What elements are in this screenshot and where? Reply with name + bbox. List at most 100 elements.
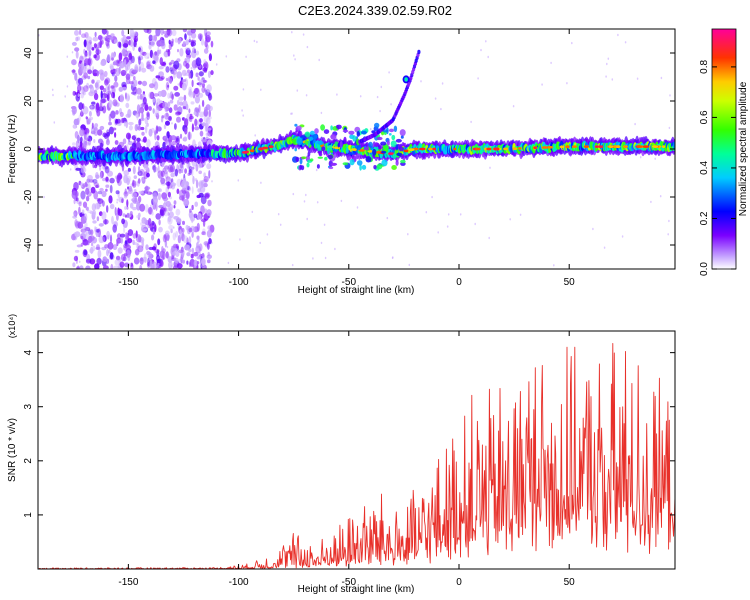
- noise-blob: [99, 142, 104, 148]
- noise-blob: [208, 94, 213, 101]
- noise-blob: [636, 77, 639, 80]
- noise-blob: [207, 225, 212, 230]
- noise-blob: [197, 213, 202, 220]
- snr-y-axis-label: SNR (10 * v/v): [7, 418, 18, 482]
- colorbar-tick-label: 0.2: [699, 211, 710, 225]
- noise-blob: [121, 86, 127, 91]
- noise-blob: [197, 76, 200, 81]
- noise-blob: [165, 251, 169, 259]
- noise-blob: [175, 250, 180, 257]
- noise-blob: [178, 96, 184, 101]
- noise-blob: [237, 179, 240, 182]
- noise-blob: [151, 234, 155, 241]
- noise-blob: [86, 42, 91, 52]
- x-tick-label: -100: [229, 577, 249, 588]
- noise-blob: [459, 213, 462, 216]
- noise-blob: [66, 55, 69, 58]
- noise-blob: [119, 94, 125, 103]
- noise-blob: [225, 55, 228, 58]
- disturbance-blob: [365, 156, 372, 163]
- noise-blob: [92, 36, 99, 42]
- noise-blob: [131, 79, 138, 87]
- noise-blob: [207, 70, 211, 79]
- snr-line-layer: [38, 343, 675, 569]
- noise-blob: [118, 52, 123, 61]
- noise-blob: [156, 259, 161, 263]
- noise-blob: [184, 127, 188, 135]
- noise-blob: [125, 232, 128, 241]
- noise-blob: [176, 178, 182, 188]
- noise-blob: [74, 219, 78, 227]
- band-peak: [533, 146, 537, 150]
- disturbance-blob: [314, 128, 319, 134]
- disturbance-blob: [359, 164, 362, 171]
- noise-blob: [196, 256, 202, 260]
- noise-blob: [136, 137, 141, 142]
- noise-blob: [182, 41, 186, 47]
- noise-blob: [480, 48, 482, 52]
- disturbance-blob: [317, 140, 324, 145]
- disturbance-blob: [317, 156, 323, 159]
- noise-blob: [566, 82, 568, 85]
- disturbance-blob: [352, 135, 357, 142]
- noise-blob: [114, 123, 117, 126]
- noise-blob: [100, 60, 106, 67]
- noise-blob: [92, 220, 97, 224]
- disturbance-blob: [386, 140, 390, 146]
- noise-blob: [196, 181, 199, 185]
- noise-blob: [126, 199, 129, 208]
- noise-blob: [78, 206, 81, 215]
- noise-blob: [176, 137, 179, 142]
- noise-blob: [96, 216, 100, 222]
- noise-blob: [137, 245, 144, 253]
- noise-blob: [488, 236, 491, 240]
- noise-blob: [143, 253, 147, 261]
- x-tick-label: 50: [564, 277, 576, 288]
- noise-blob: [202, 63, 207, 68]
- noise-blob: [181, 259, 185, 264]
- disturbance-blob: [390, 140, 397, 148]
- disturbance-blob: [374, 122, 380, 128]
- noise-blob: [208, 105, 213, 112]
- noise-blob: [190, 41, 196, 47]
- colorbar-tick-label: 0.6: [699, 110, 710, 124]
- noise-blob: [109, 36, 114, 41]
- noise-blob: [132, 206, 137, 211]
- noise-blob: [178, 249, 184, 254]
- disturbance-blob: [296, 125, 302, 131]
- noise-blob: [139, 257, 144, 265]
- noise-blob: [188, 86, 193, 93]
- noise-blob: [95, 232, 99, 237]
- noise-blob: [153, 166, 158, 173]
- noise-blob: [175, 111, 182, 115]
- x-tick-label: 50: [564, 577, 576, 588]
- x-tick-label: 0: [456, 277, 462, 288]
- noise-blob: [81, 33, 87, 38]
- noise-blob: [254, 134, 256, 137]
- noise-blob: [80, 235, 84, 240]
- noise-blob: [165, 181, 171, 186]
- noise-blob: [143, 164, 149, 171]
- band-peak: [258, 147, 265, 151]
- noise-blob: [111, 127, 117, 131]
- noise-blob: [145, 124, 148, 134]
- noise-blob: [380, 85, 383, 89]
- noise-blob: [197, 188, 202, 193]
- noise-blob: [291, 112, 293, 115]
- noise-blob: [147, 257, 151, 267]
- noise-blob: [190, 67, 193, 70]
- noise-blob: [194, 126, 200, 131]
- noise-blob: [187, 172, 191, 176]
- noise-blob: [187, 186, 190, 191]
- x-tick-label: -150: [118, 577, 138, 588]
- noise-blob: [139, 49, 144, 56]
- noise-blob: [137, 80, 142, 85]
- noise-blob: [138, 190, 144, 194]
- noise-blob: [485, 40, 487, 43]
- noise-blob: [108, 99, 113, 109]
- noise-blob: [207, 242, 210, 250]
- noise-blob: [167, 92, 171, 99]
- noise-blob: [191, 79, 194, 88]
- noise-blob: [154, 131, 157, 141]
- noise-blob: [206, 36, 211, 43]
